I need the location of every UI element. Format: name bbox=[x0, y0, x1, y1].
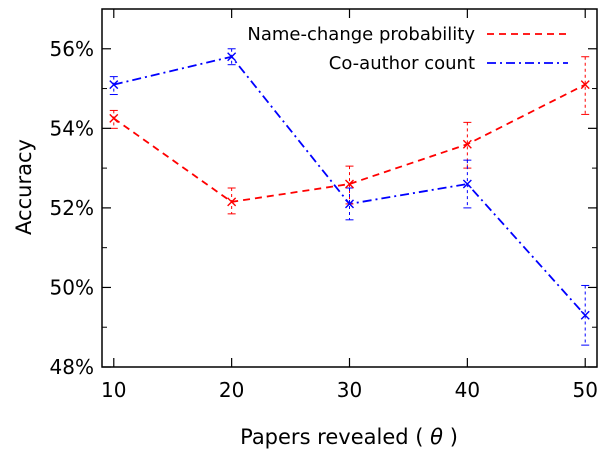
tick-label-layer: 48% 50% 52% 54% 56% 10 20 30 40 50 bbox=[50, 37, 598, 402]
y-tick-label: 54% bbox=[50, 116, 94, 140]
x-tick-label: 50 bbox=[572, 378, 597, 402]
x-axis-title-paren-close: ) bbox=[450, 425, 458, 449]
marker-stroke bbox=[462, 139, 472, 149]
y-tick-label: 56% bbox=[50, 37, 94, 61]
data-point-name-change bbox=[345, 179, 354, 189]
data-point-name-change bbox=[109, 113, 119, 123]
marker-stroke bbox=[109, 113, 119, 123]
marker-stroke bbox=[109, 80, 119, 90]
axes-layer bbox=[101, 8, 598, 368]
data-point-name-change bbox=[227, 197, 237, 207]
y-axis-title: Accuracy bbox=[12, 139, 36, 235]
x-tick-label: 40 bbox=[455, 378, 480, 402]
y-tick-label: 48% bbox=[50, 355, 94, 379]
legend: Name-change probability Co-author count bbox=[247, 24, 568, 74]
x-tick-label: 10 bbox=[101, 378, 126, 402]
x-axis-title-symbol: θ bbox=[430, 425, 443, 449]
error-bar-layer bbox=[109, 48, 590, 346]
marker-stroke bbox=[345, 199, 354, 209]
x-axis-title-text: Papers revealed bbox=[240, 425, 408, 449]
x-axis-title-paren-open: ( bbox=[415, 425, 423, 449]
data-point-name-change bbox=[580, 80, 590, 90]
data-point-name-change bbox=[462, 139, 472, 149]
series-line-name-change bbox=[113, 83, 586, 203]
marker-stroke bbox=[227, 197, 237, 207]
legend-label-name-change: Name-change probability bbox=[247, 24, 475, 45]
marker-stroke bbox=[227, 52, 237, 62]
marker-stroke bbox=[580, 310, 590, 320]
marker-stroke bbox=[345, 179, 354, 189]
x-tick-label: 30 bbox=[337, 378, 362, 402]
marker-stroke bbox=[580, 80, 590, 90]
data-point-coauthor bbox=[580, 310, 590, 320]
marker-layer bbox=[109, 52, 590, 320]
x-tick-label: 20 bbox=[219, 378, 244, 402]
data-point-coauthor bbox=[227, 52, 237, 62]
marker-stroke bbox=[462, 179, 472, 189]
y-tick-label: 52% bbox=[50, 196, 94, 220]
y-tick-label: 50% bbox=[50, 275, 94, 299]
data-point-coauthor bbox=[109, 80, 119, 90]
data-point-coauthor bbox=[462, 179, 472, 189]
data-point-coauthor bbox=[345, 199, 354, 209]
x-axis-title: Papers revealed ( θ ) bbox=[240, 425, 458, 449]
legend-label-coauthor: Co-author count bbox=[329, 53, 475, 74]
